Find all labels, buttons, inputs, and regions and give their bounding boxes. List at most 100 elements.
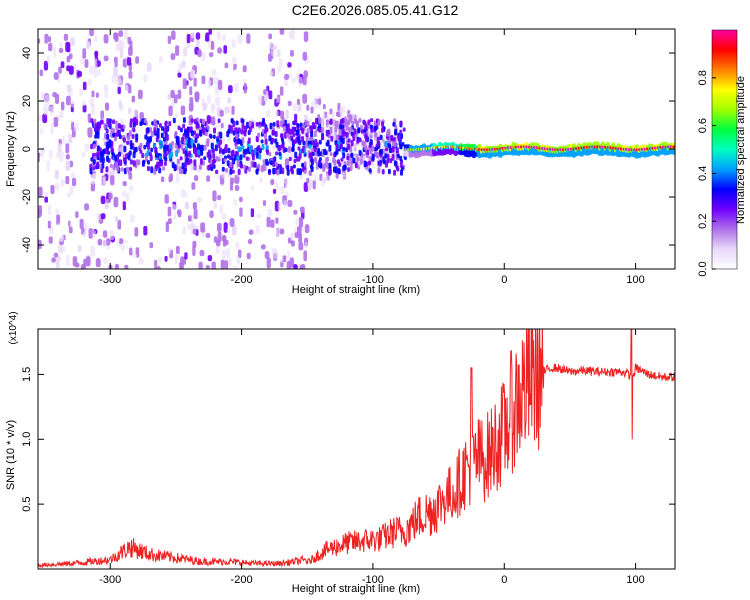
snr-panel: -300 -200 -100 0 100 0.5 1.0 1.5 Height of str…: [5, 311, 676, 595]
spectrogram-cell: [305, 132, 309, 138]
spectrogram-cell: [129, 226, 135, 235]
spectrogram-cell: [264, 251, 270, 259]
spectrogram-cell: [301, 136, 304, 143]
spectrogram-cell: [176, 172, 180, 184]
spectrogram-cell: [134, 146, 138, 153]
spectrogram-cell: [39, 223, 44, 231]
spectrogram-cell: [116, 237, 120, 243]
spectrogram-cell: [228, 106, 232, 113]
spectrogram-cell: [147, 109, 152, 116]
spectrogram-cell: [396, 167, 400, 172]
spectrogram-cell: [211, 104, 216, 111]
spectrogram-cell: [112, 165, 116, 171]
spectrogram-cell: [293, 158, 297, 164]
spectrogram-cell: [129, 121, 133, 128]
spectrogram-cell: [176, 194, 181, 206]
spectrogram-cell: [246, 33, 251, 44]
spectrogram-cell: [110, 175, 115, 186]
spectrogram-cell: [303, 161, 307, 167]
spectrogram-cell: [138, 89, 143, 100]
spectrogram-cell: [334, 120, 338, 128]
spectrogram-cell: [137, 159, 141, 166]
spectrogram-cell: [171, 161, 175, 169]
spectrogram-cell: [379, 134, 383, 140]
y-tick-label: 0.5: [21, 496, 33, 511]
spectrogram-cell: [70, 172, 76, 179]
spectrogram-cell: [300, 206, 305, 214]
snr-multiplier-label: (x10^4): [8, 311, 19, 344]
spectrogram-cell: [285, 183, 290, 192]
spectrogram-cell: [103, 34, 109, 44]
spectrogram-cell: [96, 161, 100, 168]
spectrogram-cell: [129, 247, 133, 256]
spectrogram-cell: [359, 132, 362, 139]
spectrogram-cell: [72, 256, 78, 267]
spectrogram-cell: [177, 125, 181, 131]
spectrogram-cell: [322, 114, 326, 121]
spectrogram-cell: [279, 228, 285, 235]
spectrogram-cell: [108, 192, 113, 200]
spectrogram-cell: [199, 130, 203, 137]
spectrogram-cell: [38, 38, 41, 44]
spectrogram-cell: [59, 252, 63, 259]
spectrogram-cell: [258, 154, 262, 160]
spectrogram-cell: [257, 145, 261, 152]
spectrogram-cell: [235, 241, 240, 249]
spectrogram-cell: [213, 201, 218, 210]
spectrogram-cell: [80, 177, 85, 189]
spectrogram-cell: [194, 152, 198, 158]
spectrogram-cell: [117, 78, 122, 89]
spectrogram-cell: [52, 234, 57, 241]
spectrogram-cell: [233, 251, 238, 258]
spectrogram-cell: [272, 122, 276, 127]
spectrogram-cell: [221, 249, 226, 261]
spectrogram-cell: [168, 121, 172, 127]
spectrogram-cell: [132, 151, 136, 159]
spectrogram-cell: [367, 160, 371, 166]
spectrogram-cell: [162, 166, 165, 171]
spectrogram-cell: [191, 182, 196, 190]
spectrogram-cell: [258, 188, 263, 197]
spectrogram-cell: [301, 162, 305, 168]
spectrogram-cell: [328, 162, 332, 169]
spectrogram-cell: [303, 31, 309, 42]
spectrogram-cell: [223, 236, 227, 247]
spectrogram-cell: [345, 132, 349, 138]
spectrogram-cell: [205, 232, 211, 239]
x-tick-label: -200: [231, 274, 253, 286]
spectrogram-cell: [213, 76, 219, 86]
spectrogram-cell: [251, 149, 255, 157]
spectrogram-cell: [218, 79, 223, 91]
spectrogram-cell: [255, 168, 259, 175]
spectrogram-cell: [298, 168, 302, 176]
spectrogram-cell: [212, 120, 216, 126]
spectrogram-cell: [399, 129, 403, 134]
spectrogram-cell: [118, 30, 124, 38]
spectrogram-cell: [224, 144, 228, 149]
spectrogram-cell: [69, 185, 74, 195]
x-tick-label: -300: [99, 274, 121, 286]
spectrogram-cell: [341, 124, 345, 129]
spectrogram-cell: [48, 42, 53, 52]
spectrogram-cell: [87, 113, 91, 123]
spectrogram-cell: [210, 166, 214, 172]
spectrogram-cell: [71, 121, 75, 131]
spectrogram-marks: [38, 29, 675, 269]
spectrogram-cell: [92, 143, 96, 149]
spectrogram-cell: [135, 56, 139, 64]
spectrogram-cell: [346, 155, 350, 161]
spectrogram-cell: [385, 162, 388, 168]
spectrogram-cell: [382, 156, 386, 163]
spectrogram-cell: [318, 139, 322, 145]
spectrogram-cell: [235, 120, 239, 126]
spectrogram-cell: [58, 66, 62, 74]
spectrogram-cell: [313, 130, 317, 138]
spectrogram-cell: [341, 137, 345, 145]
spectrogram-cell: [259, 171, 265, 178]
spectrogram-cell: [47, 36, 52, 42]
spectrogram-cell: [95, 92, 99, 98]
spectrogram-cell: [187, 223, 192, 230]
spectrogram-cell: [276, 169, 280, 176]
spectrogram-cell: [266, 257, 271, 269]
spectrogram-cell: [274, 162, 278, 167]
